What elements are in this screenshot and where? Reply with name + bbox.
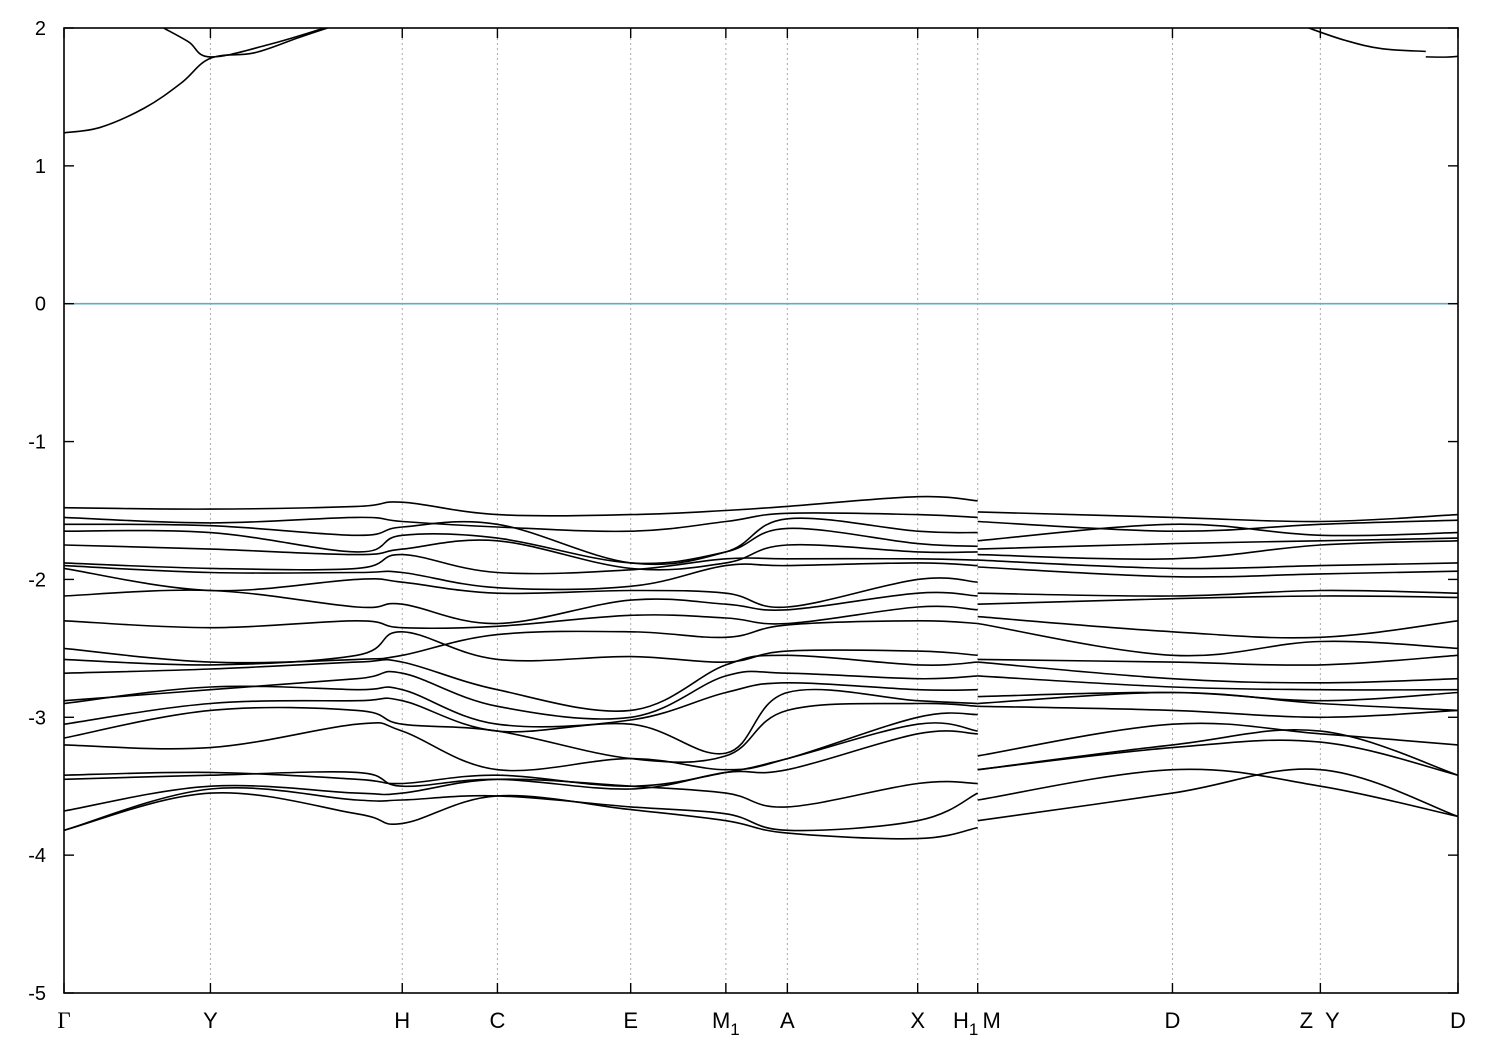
kpoint-label: A [780,1008,795,1033]
kpoint-label: Y [203,1008,218,1033]
band-1-segment-0 [163,28,325,58]
kpoint-grid-lines [209,28,1321,993]
band-20-segment-0 [64,712,978,772]
band-5-segment-0 [64,517,978,566]
band-4-segment-1 [977,519,1458,533]
y-tick-label: -5 [28,983,46,1005]
band-13-segment-1 [977,622,1458,657]
band-15-segment-0 [64,654,978,712]
band-14-segment-1 [977,654,1458,666]
band-6-segment-1 [977,537,1458,550]
band-6-segment-0 [64,527,978,565]
band-13-segment-0 [64,619,978,664]
band-15-segment-1 [977,661,1458,684]
band-23-segment-1 [977,768,1458,818]
kpoint-label: H [394,1008,410,1033]
band-11-segment-1 [977,595,1458,605]
band-16-segment-1 [977,675,1458,691]
y-tick-label: 2 [35,18,46,40]
band-20-segment-1 [977,722,1458,757]
y-tick-label: -2 [28,569,46,591]
kpoint-label: M [983,1008,1001,1033]
band-8-segment-1 [977,559,1458,570]
band-19-segment-0 [64,702,978,763]
band-25-segment-0 [64,791,978,840]
y-axis-ticks: 2 1 0 -1 -2 -3 -4 -5 [28,18,1458,1005]
band-7-segment-0 [64,539,978,571]
band-24-segment-1 [977,768,1458,822]
y-tick-label: -4 [28,845,46,867]
band-10-segment-0 [64,567,978,609]
band-17-segment-0 [64,681,978,728]
band-3-segment-1 [977,511,1458,523]
band-22-segment-1 [977,739,1458,776]
kpoint-label: X [910,1008,925,1033]
band-8-segment-0 [64,553,978,575]
kpoint-label: E [623,1008,638,1033]
band-3-segment-0 [64,495,978,517]
band-4-segment-0 [64,512,978,533]
kpoint-label: C [489,1008,505,1033]
band-11-segment-0 [64,589,978,625]
y-tick-label: 1 [35,156,46,178]
band-24-segment-0 [64,786,979,832]
band-12-segment-0 [64,605,978,630]
kpoint-label-subscript: 1 [969,1020,978,1039]
kpoint-label: D [1450,1008,1466,1033]
band-9-segment-0 [64,562,978,591]
band-22-segment-0 [64,730,978,790]
kpoint-label: Z [1300,1008,1313,1033]
y-tick-label: -1 [28,432,46,454]
band-14-segment-0 [64,630,978,666]
band-23-segment-0 [64,778,978,812]
band-12-segment-1 [977,615,1458,639]
kpoint-label: D [1165,1008,1181,1033]
kpoint-label-subscript: 1 [730,1020,739,1039]
band-2-segment-1 [1425,55,1458,58]
band-lines [64,28,1458,840]
y-tick-label: -3 [28,707,46,729]
band-0-segment-0 [64,28,328,134]
band-9-segment-1 [977,566,1458,578]
y-tick-label: 0 [35,294,46,316]
kpoint-label: Y [1325,1008,1340,1033]
band-5-segment-1 [977,523,1458,542]
plot-frame [63,27,1459,994]
band-18-segment-1 [977,691,1458,712]
band-2-segment-0 [1308,28,1426,53]
band-7-segment-1 [977,540,1458,560]
band-18-segment-0 [64,688,978,755]
band-19-segment-1 [977,705,1458,719]
kpoint-label: Γ [57,1008,70,1033]
band-10-segment-1 [977,589,1458,597]
